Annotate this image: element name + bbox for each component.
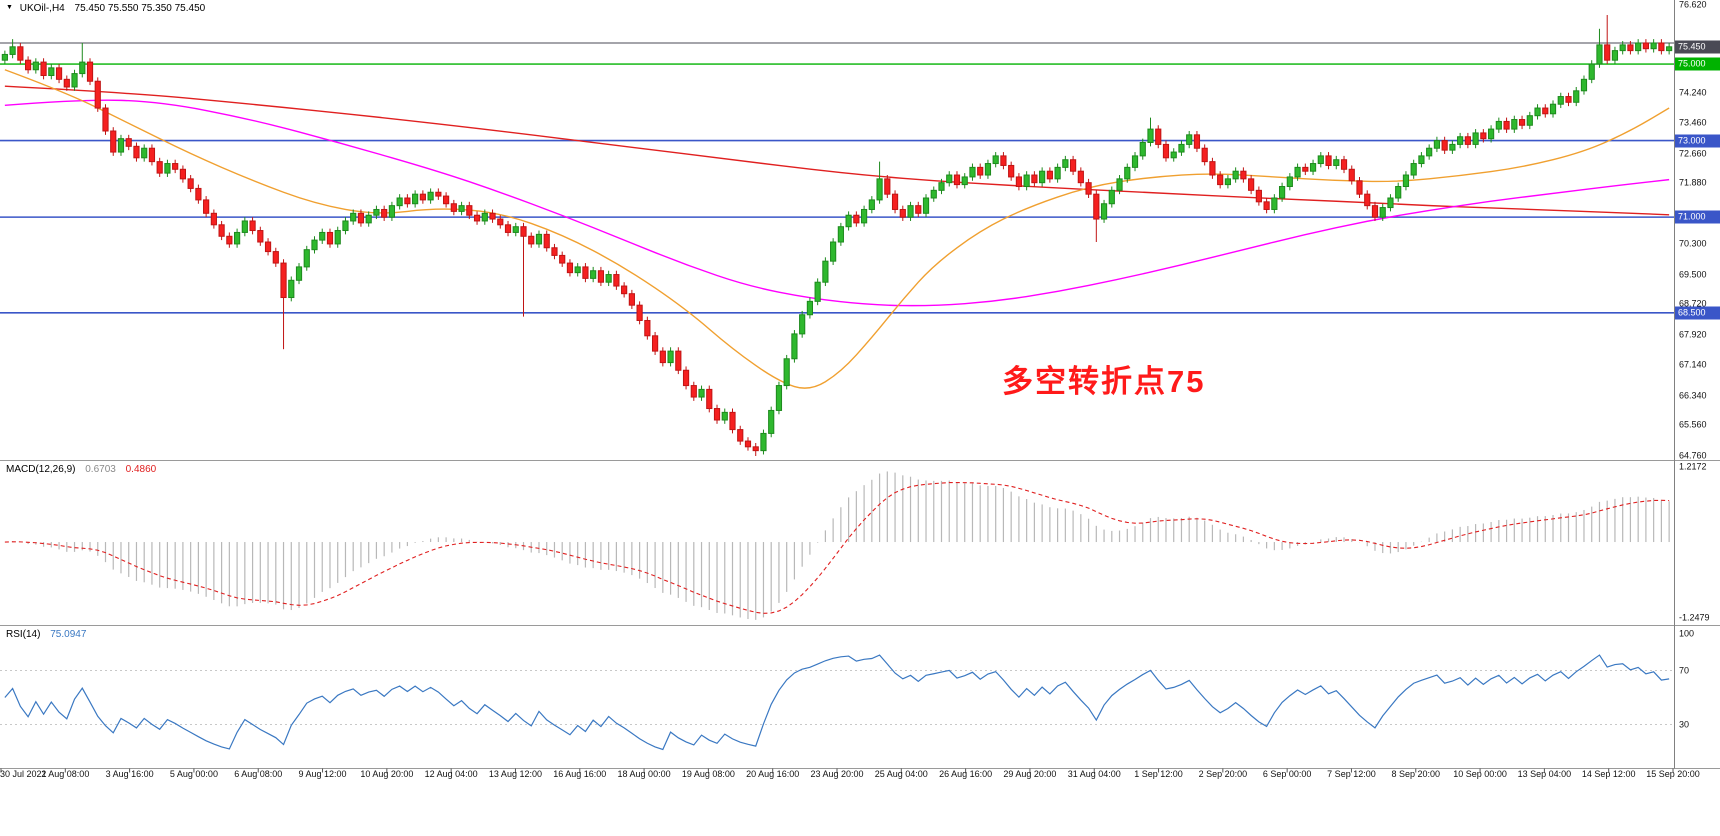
time-axis[interactable] [0,768,1720,788]
price-axis[interactable] [1675,0,1720,768]
